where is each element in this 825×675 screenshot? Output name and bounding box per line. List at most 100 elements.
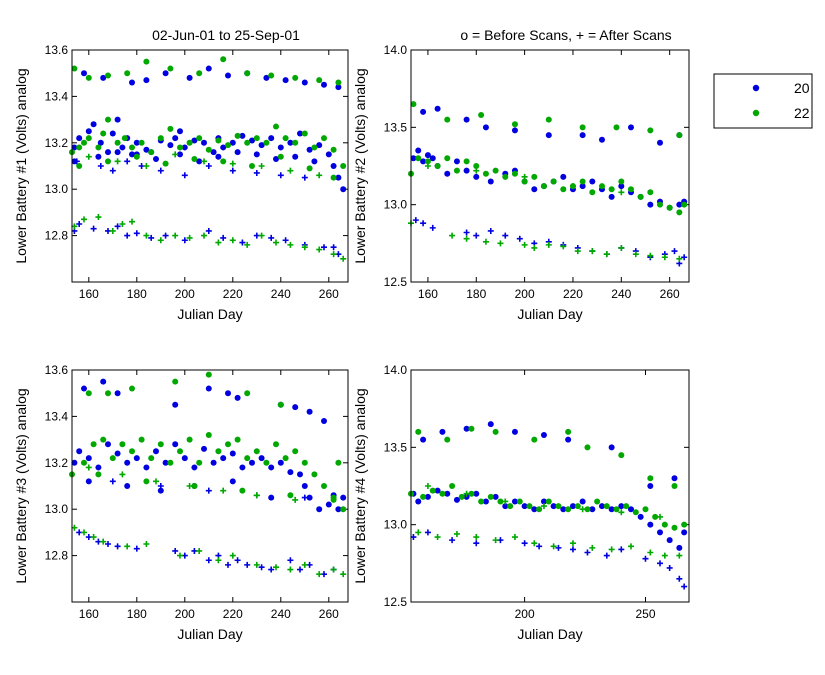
y-tick-label: 13.2 [45,136,69,150]
data-point-before-scan [287,492,294,499]
data-point-after-scan [201,158,207,165]
data-point-before-scan [540,431,547,438]
data-point-after-scan [627,543,634,550]
title-right: o = Before Scans, + = After Scans [460,27,671,43]
data-point-before-scan [177,144,183,151]
data-point-before-scan [215,137,222,144]
data-point-after-scan [676,552,683,559]
data-point-before-scan [225,72,231,79]
data-point-before-scan [463,425,470,432]
data-point-after-scan [143,163,150,169]
data-point-before-scan [429,487,436,494]
data-point-after-scan [201,232,207,239]
data-point-before-scan [671,483,678,489]
data-point-after-scan [579,506,586,513]
data-point-after-scan [172,547,179,554]
data-point-before-scan [458,493,465,500]
data-point-after-scan [124,543,131,550]
data-point-before-scan [511,170,518,177]
data-point-after-scan [502,232,509,239]
data-point-after-scan [253,169,260,176]
data-point-after-scan [205,557,212,564]
data-point-before-scan [181,455,188,462]
data-point-before-scan [277,459,284,466]
data-point-after-scan [502,498,509,505]
data-point-before-scan [186,436,193,443]
data-point-before-scan [210,459,217,466]
data-point-before-scan [473,173,480,180]
data-point-before-scan [434,487,441,494]
data-point-before-scan [545,116,552,123]
data-points [408,421,688,590]
data-point-after-scan [287,241,294,248]
data-point-before-scan [249,163,255,169]
data-point-after-scan [340,571,347,578]
data-point-after-scan [584,549,591,556]
data-point-after-scan [268,566,275,573]
data-point-before-scan [311,158,318,165]
data-point-after-scan [297,566,303,573]
data-point-after-scan [73,158,80,165]
y-tick-label: 14.0 [384,43,408,57]
data-point-after-scan [181,172,188,179]
data-point-after-scan [177,552,183,559]
data-point-before-scan [129,79,135,86]
data-point-before-scan [652,513,659,520]
data-point-after-scan [172,151,179,158]
y-axis-label: Lower Battery #3 (Volts) analog [13,388,29,583]
data-point-before-scan [268,72,275,79]
data-point-before-scan [598,503,605,510]
data-point-before-scan [177,448,183,455]
data-point-before-scan [335,84,342,91]
data-point-before-scan [330,496,337,503]
data-point-before-scan [181,144,188,151]
data-point-before-scan [239,487,246,494]
data-point-after-scan [105,541,111,547]
data-point-before-scan [681,529,688,536]
data-point-after-scan [531,540,538,547]
data-point-before-scan [526,503,533,510]
data-point-after-scan [424,483,431,489]
data-point-after-scan [287,557,294,564]
data-point-after-scan [412,217,419,224]
x-tick-label: 200 [175,287,195,301]
y-axis-label: Lower Battery #4 (Volts) analog [352,388,368,583]
data-point-before-scan [282,135,289,142]
data-point-after-scan [90,225,97,232]
data-point-before-scan [335,79,342,86]
data-point-before-scan [191,464,198,471]
data-point-before-scan [681,521,688,528]
data-point-before-scan [100,378,107,385]
data-point-before-scan [560,173,567,180]
data-point-before-scan [311,144,318,151]
data-point-before-scan [415,428,422,435]
data-point-before-scan [172,378,179,385]
data-point-before-scan [129,385,135,392]
data-point-after-scan [244,561,251,568]
data-point-before-scan [301,79,308,86]
data-point-before-scan [340,163,347,169]
data-point-before-scan [100,436,107,443]
data-point-after-scan [589,544,596,551]
y-tick-label: 13.5 [384,440,408,454]
data-point-before-scan [681,201,688,208]
data-point-after-scan [316,246,323,253]
plot-frame [71,49,349,283]
legend-marker-20 [752,84,760,92]
data-point-before-scan [109,455,116,462]
data-point-before-scan [234,436,241,443]
data-point-before-scan [618,452,625,459]
data-point-before-scan [215,448,222,455]
data-point-before-scan [453,167,460,174]
data-point-before-scan [215,153,222,160]
data-point-after-scan [555,544,562,551]
y-tick-label: 13.2 [45,456,69,470]
data-point-after-scan [603,251,610,258]
data-point-before-scan [439,428,446,435]
data-point-before-scan [589,189,596,196]
data-point-before-scan [468,490,475,497]
data-point-before-scan [109,130,116,137]
data-point-before-scan [531,436,538,443]
data-point-before-scan [81,139,87,146]
y-tick-label: 13.4 [45,409,69,423]
